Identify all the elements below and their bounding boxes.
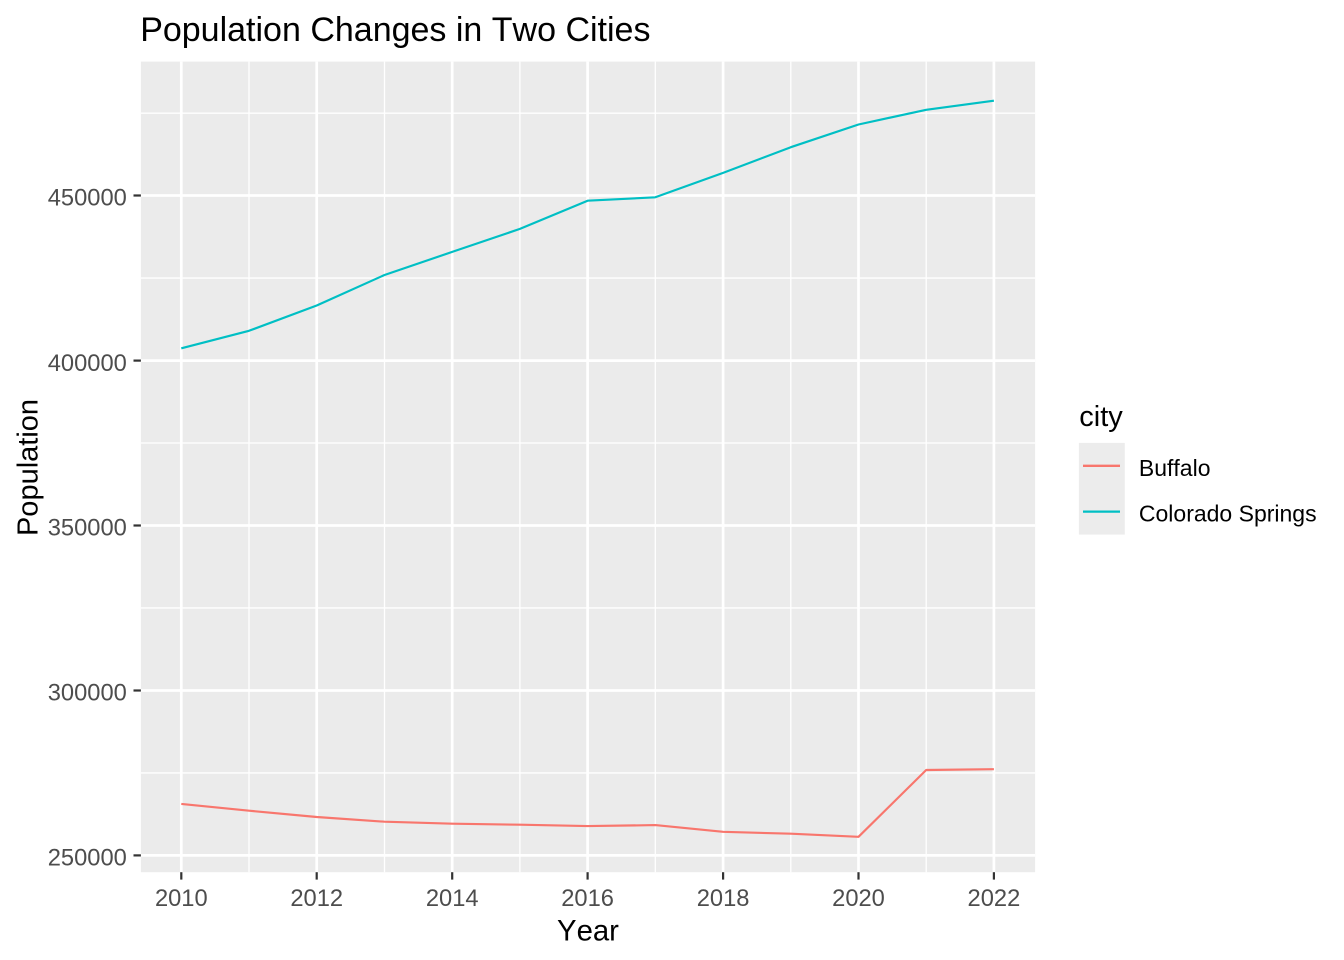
svg-text:400000: 400000 <box>48 351 127 377</box>
svg-text:Colorado Springs: Colorado Springs <box>1139 500 1317 526</box>
svg-text:Year: Year <box>557 914 619 947</box>
svg-text:2010: 2010 <box>155 886 208 912</box>
svg-text:Population: Population <box>13 399 45 536</box>
svg-text:2016: 2016 <box>561 886 614 912</box>
svg-text:2014: 2014 <box>426 886 479 912</box>
svg-text:2020: 2020 <box>832 886 885 912</box>
svg-text:Buffalo: Buffalo <box>1139 455 1211 481</box>
svg-text:250000: 250000 <box>48 846 127 872</box>
svg-text:300000: 300000 <box>48 681 127 707</box>
svg-text:city: city <box>1079 401 1123 433</box>
svg-text:450000: 450000 <box>48 186 127 212</box>
svg-text:2018: 2018 <box>697 886 750 912</box>
svg-text:2022: 2022 <box>968 886 1021 912</box>
svg-text:350000: 350000 <box>48 516 127 542</box>
svg-text:Population Changes in Two Citi: Population Changes in Two Cities <box>140 11 650 49</box>
svg-text:2012: 2012 <box>290 886 343 912</box>
